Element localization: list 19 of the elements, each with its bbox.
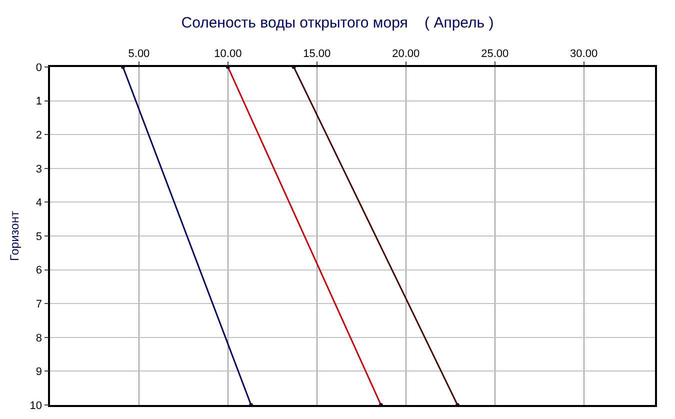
y-tick-label: 5 [36, 230, 42, 243]
x-tick-label: 20.00 [392, 48, 420, 60]
y-tick-label: 4 [36, 197, 42, 210]
y-tick-label: 1 [36, 96, 42, 108]
y-tick-label: 10 [30, 400, 42, 412]
x-tick-label: 5.00 [128, 48, 150, 60]
y-tick-label: 7 [36, 298, 42, 310]
x-tick-label: 10.00 [214, 48, 242, 60]
y-tick-label: 9 [36, 366, 42, 378]
x-tick-label: 30.00 [570, 48, 598, 60]
y-tick-label: 2 [36, 129, 42, 142]
y-tick-label: 0 [36, 62, 42, 74]
y-tick-label: 8 [36, 332, 42, 344]
y-tick-label: 3 [36, 163, 42, 176]
y-axis-title: Горизонт [8, 210, 22, 261]
x-tick-label: 15.00 [303, 48, 331, 60]
chart-title: Соленость воды открытого моря ( Апрель ) [181, 14, 494, 32]
y-tick-label: 6 [36, 264, 42, 277]
x-tick-label: 25.00 [481, 48, 509, 60]
